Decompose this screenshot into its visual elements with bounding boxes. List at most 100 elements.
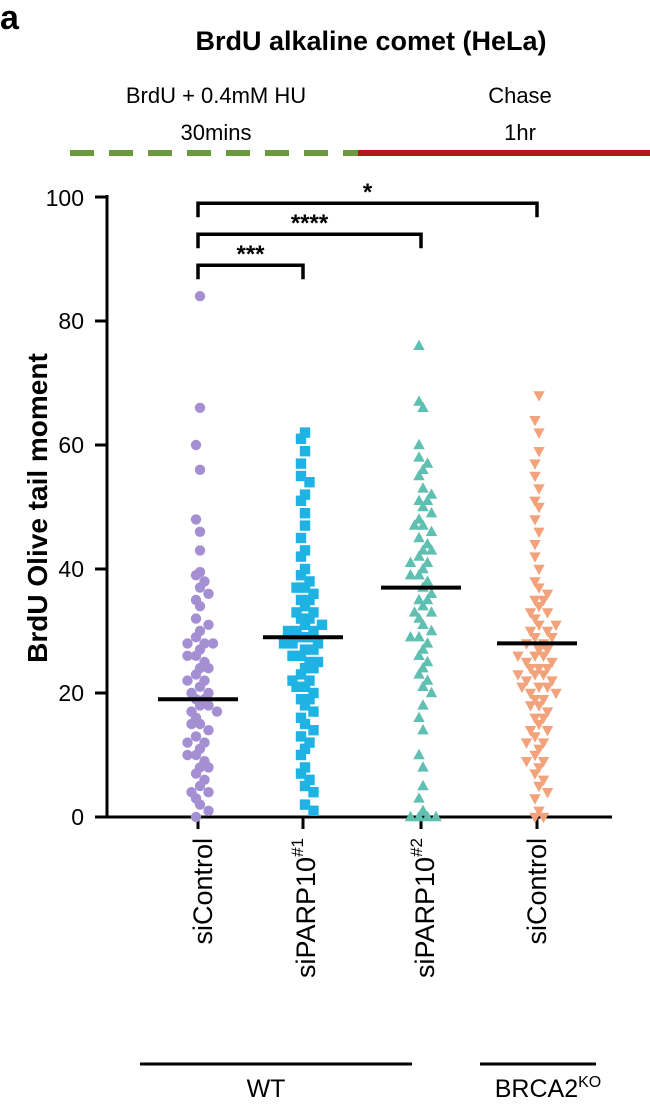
data-point [417, 600, 429, 611]
data-point [537, 670, 550, 681]
data-point [295, 613, 307, 624]
data-point [194, 700, 206, 711]
data-point [308, 706, 319, 717]
data-point [295, 768, 307, 779]
data-point [533, 602, 545, 613]
data-point [190, 811, 202, 823]
data-point [304, 774, 315, 785]
data-point [295, 458, 307, 469]
data-point [529, 496, 541, 507]
data-point [533, 781, 545, 793]
data-point [529, 515, 541, 526]
data-point [529, 750, 541, 762]
data-point [541, 707, 554, 718]
data-point [299, 780, 311, 792]
pulse-time: 30mins [181, 120, 252, 145]
y-tick-label: 60 [58, 432, 84, 458]
data-point [417, 562, 429, 574]
data-point [413, 494, 425, 505]
data-point [541, 626, 554, 638]
data-point [413, 469, 425, 481]
data-point [295, 731, 307, 742]
data-point [299, 508, 311, 519]
data-point [182, 675, 193, 686]
data-point [194, 464, 206, 475]
data-point [520, 676, 533, 687]
data-point [299, 427, 311, 438]
data-point [413, 438, 425, 450]
data-point [413, 395, 425, 406]
data-point [299, 681, 311, 692]
data-point [533, 484, 545, 495]
data-point [421, 457, 434, 468]
data-point [404, 631, 417, 642]
data-points [182, 291, 562, 824]
data-point [421, 494, 434, 505]
data-point [295, 532, 307, 544]
data-point [203, 588, 214, 599]
data-point [295, 470, 307, 482]
data-point [425, 587, 438, 598]
data-point [299, 489, 311, 500]
data-point [203, 700, 214, 711]
data-point [182, 650, 193, 661]
data-point [194, 780, 206, 792]
data-point [308, 607, 319, 618]
data-point [404, 569, 417, 580]
data-point [533, 719, 545, 731]
data-point [190, 650, 202, 661]
data-point [520, 757, 533, 768]
data-point [299, 663, 311, 674]
significance-bracket [196, 201, 539, 218]
data-point [291, 582, 302, 593]
data-point [186, 787, 197, 798]
data-point [299, 700, 311, 711]
data-point [194, 681, 206, 692]
data-point [524, 626, 537, 638]
x-category-label: siControl [522, 838, 552, 945]
y-tick-label: 100 [46, 185, 84, 211]
data-point [529, 471, 541, 483]
data-point [541, 589, 554, 600]
data-point [529, 651, 541, 662]
data-point [304, 477, 315, 488]
data-point [282, 625, 294, 637]
data-point [413, 550, 425, 561]
data-point [421, 575, 434, 586]
data-point [312, 638, 324, 649]
data-point [203, 787, 214, 798]
data-point [308, 644, 319, 655]
x-category-label: siPARP10#1 [288, 838, 321, 978]
data-point [425, 544, 438, 555]
data-point [430, 810, 442, 822]
data-point [295, 749, 307, 761]
data-point [524, 664, 537, 675]
data-point [541, 726, 554, 737]
data-point [308, 663, 319, 674]
data-point [537, 713, 550, 724]
data-point [533, 645, 545, 656]
data-point [425, 624, 438, 636]
data-point [516, 682, 528, 693]
data-point [529, 695, 541, 706]
data-point [541, 682, 554, 693]
data-point [537, 595, 550, 607]
data-point [182, 638, 193, 649]
chart-title: BrdU alkaline comet (HeLa) [195, 26, 546, 56]
data-point [533, 806, 545, 817]
data-point [550, 688, 562, 700]
significance-label: **** [291, 210, 329, 237]
data-point [417, 401, 429, 412]
data-point [299, 582, 311, 593]
data-point [529, 614, 541, 625]
data-point [203, 805, 214, 816]
data-point [304, 594, 315, 606]
data-point [529, 540, 541, 551]
data-point [413, 593, 425, 605]
data-point [417, 662, 429, 673]
data-point [308, 687, 319, 699]
data-point [299, 743, 311, 754]
data-point [417, 519, 429, 530]
data-point [533, 763, 545, 774]
data-point [413, 711, 425, 722]
